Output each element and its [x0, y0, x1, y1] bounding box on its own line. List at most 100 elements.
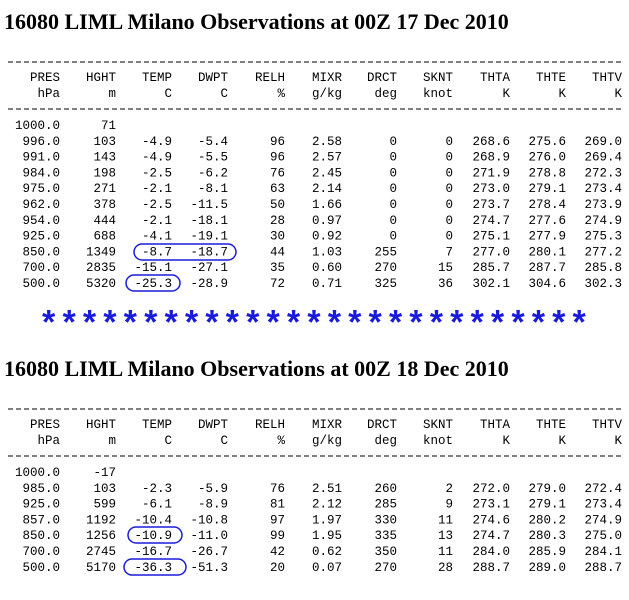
- cell: 984.0: [22, 166, 60, 180]
- cell: 0.92: [312, 230, 342, 244]
- cell: -8.1: [198, 182, 228, 196]
- cell: -51.3: [190, 561, 228, 575]
- cell: 44: [270, 245, 285, 259]
- cell: 271: [93, 182, 116, 196]
- cell: 275.3: [584, 230, 622, 244]
- cell: 11: [438, 545, 453, 559]
- cell: 28: [438, 561, 453, 575]
- cell: -4.9: [142, 135, 172, 149]
- cell: 273.4: [584, 182, 622, 196]
- cell: 0: [389, 198, 397, 212]
- column-header: m: [108, 434, 116, 448]
- cell: 991.0: [22, 151, 60, 165]
- cell: 272.0: [472, 482, 510, 496]
- cell: 1.97: [312, 513, 342, 527]
- cell: 0.60: [312, 261, 342, 275]
- cell: 302.1: [472, 277, 510, 291]
- separator: ***************************: [39, 308, 590, 346]
- column-header: K: [502, 434, 510, 448]
- cell: 273.4: [584, 498, 622, 512]
- cell: 36: [438, 277, 453, 291]
- cell: -25.3: [134, 277, 172, 291]
- cell: 76: [270, 482, 285, 496]
- cell: -5.4: [198, 135, 228, 149]
- cell: 2.12: [312, 498, 342, 512]
- cell: 284.1: [584, 545, 622, 559]
- cell: 1000.0: [15, 119, 60, 133]
- cell: 274.7: [472, 214, 510, 228]
- cell: 280.3: [528, 529, 566, 543]
- cell: 850.0: [22, 529, 60, 543]
- cell: -16.7: [134, 545, 172, 559]
- column-header: knot: [423, 87, 453, 101]
- cell: 277.9: [528, 230, 566, 244]
- column-header: TEMP: [142, 71, 172, 85]
- cell: 0: [445, 230, 453, 244]
- cell: -5.5: [198, 151, 228, 165]
- column-header: TEMP: [142, 418, 172, 432]
- cell: 0: [445, 214, 453, 228]
- cell: 276.0: [528, 151, 566, 165]
- cell: 850.0: [22, 245, 60, 259]
- cell: 274.9: [584, 214, 622, 228]
- column-header: C: [220, 87, 228, 101]
- cell: 28: [270, 214, 285, 228]
- cell: 2.45: [312, 166, 342, 180]
- cell: -28.9: [190, 277, 228, 291]
- column-header: DRCT: [367, 418, 398, 432]
- cell: 288.7: [584, 561, 622, 575]
- cell: 274.7: [472, 529, 510, 543]
- cell: 2.57: [312, 151, 342, 165]
- cell: 30: [270, 230, 285, 244]
- column-header: RELH: [255, 71, 285, 85]
- column-header: %: [277, 87, 285, 101]
- cell: 2: [445, 482, 453, 496]
- cell: 285: [374, 498, 397, 512]
- cell: 287.7: [528, 261, 566, 275]
- cell: 0: [445, 198, 453, 212]
- cell: 599: [93, 498, 116, 512]
- cell: 0: [445, 135, 453, 149]
- cell: 288.7: [472, 561, 510, 575]
- column-header: m: [108, 87, 116, 101]
- cell: 278.4: [528, 198, 566, 212]
- cell: 2.58: [312, 135, 342, 149]
- cell: 63: [270, 182, 285, 196]
- cell: 857.0: [22, 513, 60, 527]
- cell: 284.0: [472, 545, 510, 559]
- cell: -2.5: [142, 166, 172, 180]
- cell: 275.6: [528, 135, 566, 149]
- cell: 0: [389, 230, 397, 244]
- cell: 35: [270, 261, 285, 275]
- cell: 285.7: [472, 261, 510, 275]
- cell: 2835: [86, 261, 116, 275]
- cell: -15.1: [134, 261, 172, 275]
- cell: 280.2: [528, 513, 566, 527]
- cell: -11.5: [190, 198, 228, 212]
- cell: -17: [93, 466, 116, 480]
- highlight: [133, 243, 237, 261]
- cell: -8.7: [142, 245, 172, 259]
- column-header: deg: [374, 87, 397, 101]
- cell: 2745: [86, 545, 116, 559]
- cell: -2.3: [142, 482, 172, 496]
- cell: 15: [438, 261, 453, 275]
- highlights: [123, 243, 237, 576]
- column-header: THTV: [592, 418, 623, 432]
- cell: 7: [445, 245, 453, 259]
- cell: 275.1: [472, 230, 510, 244]
- cell: 279.1: [528, 182, 566, 196]
- cell: 274.6: [472, 513, 510, 527]
- cell: -10.8: [190, 513, 228, 527]
- cell: 1000.0: [15, 466, 60, 480]
- cell: 279.1: [528, 498, 566, 512]
- cell: 700.0: [22, 261, 60, 275]
- cell: 280.1: [528, 245, 566, 259]
- cell: 97: [270, 513, 285, 527]
- cell: -10.4: [134, 513, 172, 527]
- column-header: PRES: [30, 71, 60, 85]
- cell: 272.4: [584, 482, 622, 496]
- cell: 350: [374, 545, 397, 559]
- column-header: K: [558, 434, 566, 448]
- cell: 13: [438, 529, 453, 543]
